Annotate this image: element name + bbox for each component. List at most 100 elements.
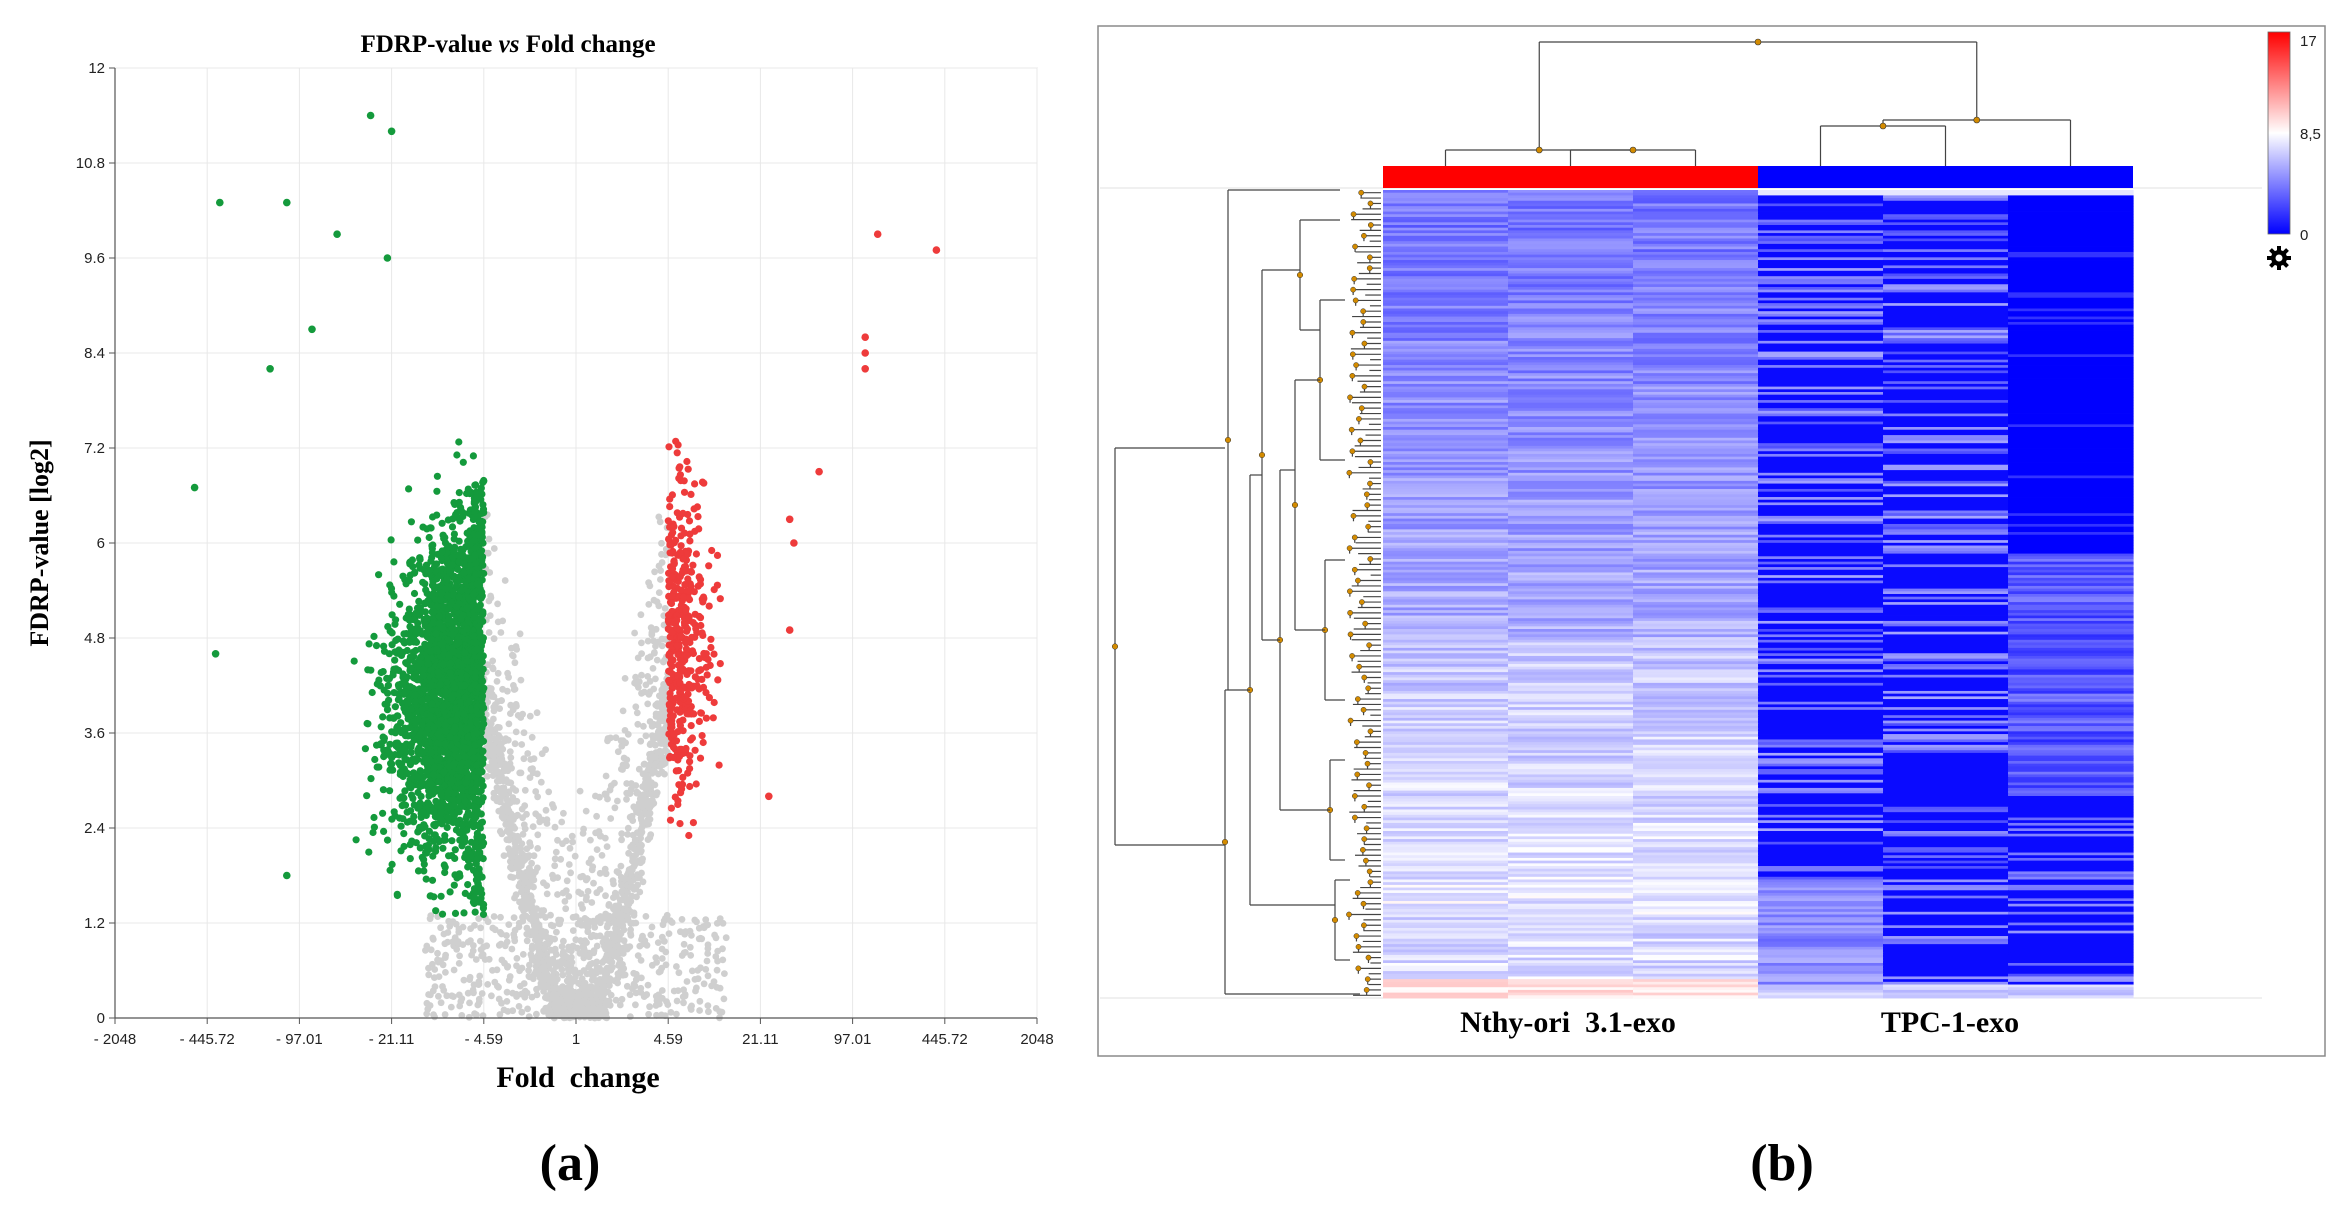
volcano-point-down bbox=[471, 673, 479, 681]
volcano-point-down bbox=[410, 812, 418, 821]
volcano-point-not-significant bbox=[619, 707, 627, 715]
volcano-point-not-significant bbox=[640, 782, 648, 790]
volcano-point-not-significant bbox=[533, 770, 541, 778]
volcano-point-down bbox=[392, 742, 400, 750]
volcano-point-down bbox=[473, 645, 481, 653]
volcano-point-not-significant bbox=[448, 992, 456, 1000]
volcano-point-not-significant bbox=[588, 866, 596, 874]
volcano-point-down bbox=[406, 855, 414, 863]
volcano-point-not-significant bbox=[431, 966, 439, 973]
volcano-point-not-significant bbox=[528, 993, 536, 1001]
volcano-point-not-significant bbox=[487, 720, 495, 727]
volcano-point-not-significant bbox=[601, 790, 609, 798]
volcano-point-not-significant bbox=[647, 931, 655, 939]
volcano-point-down bbox=[454, 808, 462, 816]
volcano-point-down bbox=[432, 560, 441, 568]
volcano-point-down bbox=[448, 625, 456, 633]
volcano-point-not-significant bbox=[534, 959, 542, 966]
volcano-point-not-significant bbox=[575, 979, 582, 987]
volcano-point-not-significant bbox=[656, 518, 664, 526]
volcano-point-not-significant bbox=[559, 971, 567, 979]
volcano-point-down bbox=[464, 733, 472, 741]
volcano-point-not-significant bbox=[513, 993, 520, 1000]
volcano-point-down bbox=[407, 748, 415, 757]
volcano-point-down bbox=[400, 830, 408, 838]
volcano-point-not-significant bbox=[518, 964, 526, 972]
volcano-point-not-significant bbox=[613, 950, 621, 958]
volcano-point-not-significant bbox=[644, 637, 652, 645]
volcano-point-not-significant bbox=[492, 762, 500, 770]
volcano-point-not-significant bbox=[712, 953, 720, 960]
volcano-point-not-significant bbox=[590, 947, 598, 955]
volcano-point-not-significant bbox=[637, 830, 645, 837]
volcano-point-down bbox=[479, 716, 487, 724]
title-part-3: Fold change bbox=[519, 31, 655, 58]
volcano-point-down bbox=[390, 558, 398, 566]
volcano-point-down bbox=[386, 714, 394, 722]
volcano-point-down bbox=[422, 586, 430, 594]
volcano-point-not-significant bbox=[508, 945, 516, 953]
volcano-point-not-significant bbox=[560, 809, 567, 817]
volcano-point-down bbox=[469, 794, 478, 802]
volcano-point-down bbox=[429, 513, 437, 521]
volcano-point-not-significant bbox=[563, 877, 571, 885]
volcano-point-down bbox=[473, 855, 482, 863]
volcano-point-down bbox=[429, 771, 437, 779]
volcano-point-down bbox=[430, 808, 438, 816]
volcano-point-not-significant bbox=[451, 934, 459, 942]
volcano-point-not-significant bbox=[513, 646, 521, 653]
volcano-point-down bbox=[383, 254, 392, 262]
volcano-point-down bbox=[423, 525, 431, 533]
volcano-point-down bbox=[451, 500, 459, 508]
volcano-point-not-significant bbox=[534, 831, 542, 839]
volcano-point-down bbox=[469, 747, 477, 755]
volcano-point-not-significant bbox=[542, 940, 550, 947]
volcano-point-not-significant bbox=[637, 984, 645, 992]
volcano-point-not-significant bbox=[673, 997, 681, 1005]
volcano-point-not-significant bbox=[515, 1003, 523, 1010]
volcano-point-down bbox=[455, 638, 463, 646]
volcano-point-not-significant bbox=[431, 974, 438, 981]
volcano-point-not-significant bbox=[604, 921, 612, 929]
volcano-point-down bbox=[375, 571, 383, 579]
volcano-point-not-significant bbox=[638, 639, 645, 647]
volcano-point-down bbox=[367, 775, 375, 783]
volcano-point-down bbox=[478, 841, 487, 850]
volcano-point-up bbox=[694, 513, 702, 521]
volcano-point-not-significant bbox=[530, 852, 538, 860]
volcano-point-down bbox=[456, 517, 464, 525]
volcano-point-down bbox=[478, 528, 486, 536]
volcano-point-not-significant bbox=[423, 1010, 431, 1018]
volcano-point-not-significant bbox=[513, 955, 521, 962]
volcano-point-not-significant bbox=[645, 579, 652, 586]
volcano-point-down bbox=[470, 893, 479, 901]
volcano-point-not-significant bbox=[704, 1002, 712, 1009]
volcano-point-not-significant bbox=[520, 853, 528, 861]
volcano-point-not-significant bbox=[429, 960, 436, 968]
volcano-point-down bbox=[365, 848, 373, 856]
volcano-point-not-significant bbox=[441, 1011, 449, 1018]
volcano-point-not-significant bbox=[550, 947, 558, 954]
volcano-point-not-significant bbox=[625, 866, 633, 873]
volcano-point-not-significant bbox=[450, 966, 458, 974]
volcano-point-not-significant bbox=[483, 773, 491, 780]
volcano-point-not-significant bbox=[565, 967, 573, 975]
volcano-point-down bbox=[478, 777, 486, 785]
volcano-point-down bbox=[441, 836, 449, 844]
volcano-point-not-significant bbox=[687, 952, 695, 959]
volcano-point-not-significant bbox=[545, 788, 553, 796]
volcano-point-not-significant bbox=[572, 936, 580, 944]
volcano-point-not-significant bbox=[606, 951, 614, 959]
volcano-point-down bbox=[366, 111, 375, 120]
volcano-point-down bbox=[448, 630, 457, 639]
volcano-point-down bbox=[448, 619, 456, 627]
volcano-point-down bbox=[461, 797, 469, 805]
volcano-point-not-significant bbox=[630, 845, 638, 853]
volcano-point-down bbox=[437, 554, 445, 562]
volcano-point-not-significant bbox=[519, 917, 527, 925]
volcano-point-not-significant bbox=[543, 971, 550, 979]
volcano-point-down bbox=[395, 683, 403, 691]
volcano-point-down bbox=[391, 703, 399, 711]
volcano-point-not-significant bbox=[639, 934, 646, 942]
volcano-point-not-significant bbox=[551, 823, 559, 831]
